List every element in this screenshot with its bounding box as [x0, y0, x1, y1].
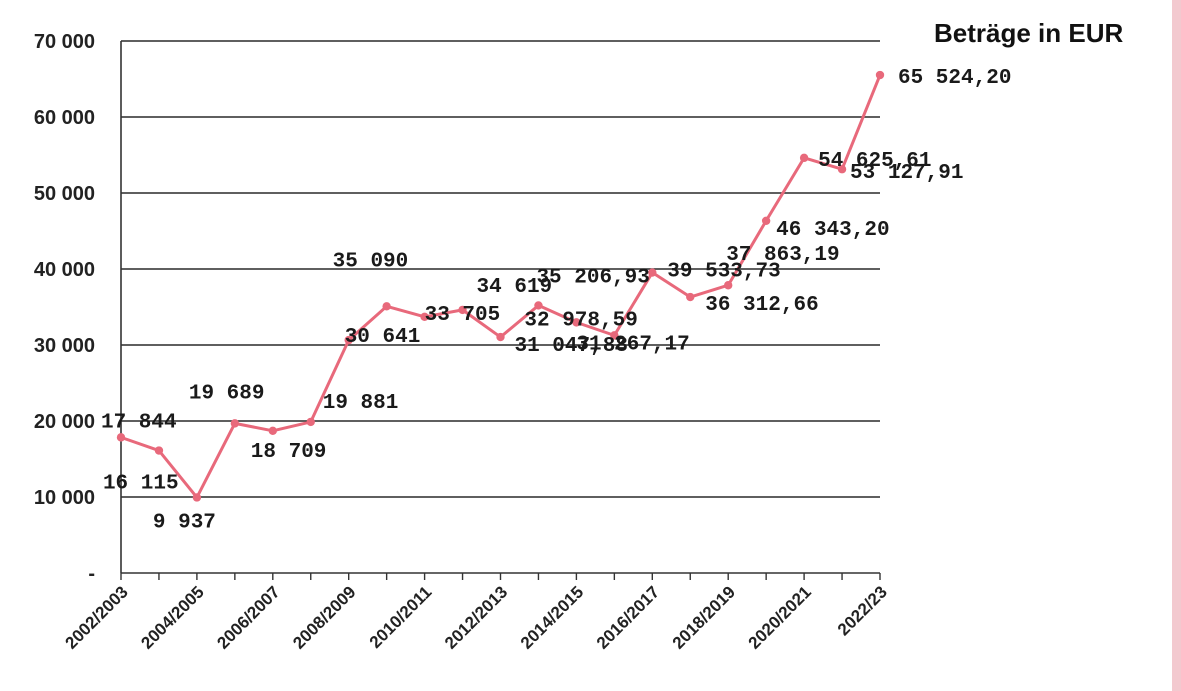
data-point [420, 312, 429, 322]
data-label: 30 641 [345, 326, 421, 349]
data-point [344, 335, 353, 345]
data-point [724, 281, 733, 290]
data-point [648, 268, 657, 277]
data-point [192, 493, 202, 502]
data-label: 35 090 [333, 250, 409, 273]
data-labels: 17 844 16 115 9 937 19 689 18 709 19 881 30 64… [101, 67, 1011, 534]
data-point [761, 216, 771, 225]
data-point [837, 165, 847, 174]
data-point [875, 70, 885, 80]
data-label: 35 206,93 [536, 266, 649, 289]
data-label: 36 312,66 [705, 294, 818, 317]
y-tick-label: 70 000 [34, 31, 95, 53]
data-label: 16 115 [103, 473, 179, 496]
data-label: 18 709 [251, 441, 327, 464]
y-tick-label: 30 000 [34, 335, 95, 357]
data-point [572, 318, 581, 327]
data-point [458, 305, 467, 315]
data-label: 54 625,61 [818, 150, 931, 173]
data-label: 19 689 [189, 382, 265, 405]
data-label: 39 533,73 [667, 261, 780, 284]
x-tick-label: 2016/2017 [593, 582, 663, 652]
chart-title: Beträge in EUR [934, 18, 1123, 48]
y-tick-label: 40 000 [34, 259, 95, 281]
data-label: 34 619 [477, 276, 553, 299]
data-label: 17 844 [101, 411, 177, 434]
x-tick-label: 2006/2007 [213, 582, 283, 652]
x-tick-label: 2002/2003 [62, 582, 132, 652]
y-tick-label: 10 000 [34, 487, 95, 509]
x-tick-label: 2010/2011 [366, 582, 436, 652]
y-tick-label: 20 000 [34, 411, 95, 433]
y-tick-label: 50 000 [34, 183, 95, 205]
data-point [496, 332, 505, 342]
data-point [534, 301, 543, 310]
data-label: 46 343,20 [776, 219, 889, 242]
data-label: 65 524,20 [898, 67, 1011, 90]
right-edge-strip [1172, 0, 1181, 691]
data-label: 32 978,59 [524, 309, 637, 332]
x-tick-label: 2020/2021 [745, 582, 815, 652]
data-point [382, 302, 391, 311]
series [116, 70, 885, 502]
data-label: 31 267,17 [576, 333, 689, 356]
data-point [268, 426, 277, 436]
data-label: 19 881 [323, 392, 399, 415]
data-label: 37 863,19 [726, 244, 839, 267]
x-tick-label: 2014/2015 [517, 582, 587, 652]
data-point [154, 446, 164, 455]
data-point [799, 153, 809, 163]
axes: - 10 000 20 000 30 000 40 000 50 000 60 000 70 … [34, 31, 891, 653]
x-tick-label: 2018/2019 [669, 582, 739, 652]
x-tick-label: 2012/2013 [441, 582, 511, 652]
gridlines [121, 40, 880, 498]
data-point [610, 331, 619, 340]
x-tick-label: 2004/2005 [137, 582, 207, 652]
data-label: 9 937 [153, 511, 216, 534]
x-tick-label: 2022/23 [834, 582, 891, 639]
data-label: 33 705 [425, 304, 501, 327]
data-point [116, 433, 126, 442]
y-tick-label: 60 000 [34, 107, 95, 129]
data-point [686, 292, 695, 302]
data-point [230, 419, 240, 428]
data-label: 31 047,88 [515, 335, 628, 358]
data-label: 53 127,91 [850, 162, 963, 185]
y-tick-label: - [88, 563, 95, 585]
data-point [306, 417, 315, 427]
x-tick-label: 2008/2009 [289, 582, 359, 652]
